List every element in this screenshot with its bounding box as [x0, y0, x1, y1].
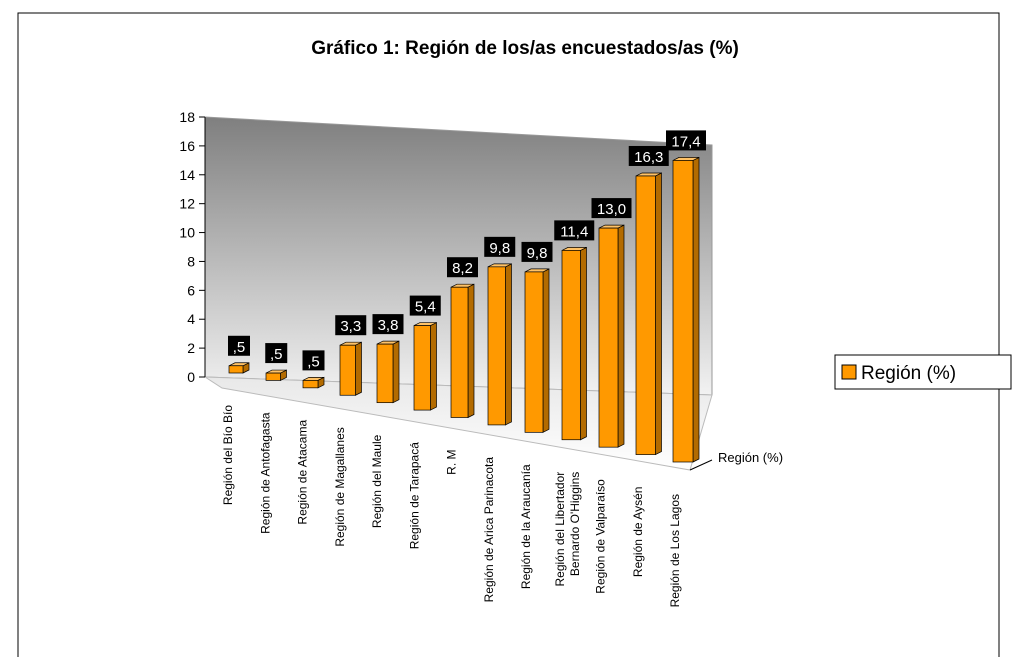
y-tick-label: 4 [187, 311, 195, 327]
data-label-bg [666, 130, 706, 151]
x-tick-label: Región de Arica Parinacota [482, 457, 496, 603]
x-tick-label: Región de Tarapacá [407, 442, 421, 550]
legend-swatch [841, 364, 857, 380]
bar-side [617, 224, 625, 448]
data-label-bg [521, 241, 553, 262]
data-label: 9,8 [489, 240, 510, 257]
x-tick-label: R. M [445, 450, 459, 475]
data-label: 5,4 [415, 299, 436, 316]
data-label: 8,2 [452, 260, 473, 277]
x-tick-label: Región del Maule [370, 434, 384, 528]
x-tick-label: Región de la Araucanía [519, 464, 533, 589]
bar [302, 380, 319, 389]
bar [635, 175, 656, 455]
data-label-bg [335, 315, 367, 336]
data-label-bg [302, 350, 325, 371]
y-tick-label: 0 [187, 369, 195, 385]
y-tick-label: 8 [187, 253, 195, 269]
bar [265, 372, 281, 381]
x-tick-label: Región de Magallanes [333, 427, 347, 546]
bar-side [392, 340, 400, 404]
x-tick-label: Región de Antofagasta [258, 412, 272, 534]
bar-side [430, 322, 437, 411]
data-label: 11,4 [560, 223, 588, 240]
data-label: 13,0 [597, 201, 626, 218]
bar-side [542, 268, 550, 433]
bar-side [692, 156, 700, 463]
data-label: 16,3 [634, 149, 663, 166]
bar [228, 365, 244, 374]
bar-side [655, 172, 662, 456]
data-label-bg [628, 145, 669, 166]
data-label: 17,4 [671, 133, 700, 150]
x-tick-label: Región de Valparaíso [594, 479, 608, 594]
data-label-bg [591, 198, 632, 219]
depth-axis-tick [689, 459, 713, 471]
data-label: ,5 [307, 353, 320, 370]
x-tick-label: Región del Bío Bío [221, 405, 235, 505]
data-label: 9,8 [527, 245, 548, 262]
bar-side [467, 283, 475, 419]
data-label-bg [484, 236, 516, 257]
bar [413, 325, 431, 411]
data-label-bg [409, 295, 441, 316]
bar [487, 266, 506, 426]
bar [376, 343, 394, 404]
bar-side [505, 263, 512, 426]
legend-label: Región (%) [861, 363, 956, 384]
y-tick-label: 6 [187, 282, 195, 298]
x-tick-label: Región del LibertadorBernardo O'Higgins [553, 472, 582, 587]
y-tick-label: 2 [187, 340, 195, 356]
legend [834, 354, 1012, 390]
data-label: ,5 [270, 346, 283, 363]
bar [561, 250, 581, 441]
x-tick-label: Región de Aysén [631, 487, 645, 578]
data-label: 3,3 [340, 318, 361, 335]
bar-side [355, 341, 362, 396]
x-tick-label: Región de Atacama [296, 420, 310, 525]
data-label-bg [265, 343, 288, 364]
bar-side [580, 246, 587, 441]
depth-axis-label: Región (%) [718, 450, 783, 465]
x-tick-label: Región de Los Lagos [668, 494, 682, 607]
bar [524, 271, 544, 433]
y-tick-label: 16 [179, 138, 195, 154]
data-label: 3,8 [378, 317, 399, 334]
data-label-bg [372, 314, 404, 335]
y-tick-label: 10 [179, 225, 195, 241]
y-tick-label: 14 [179, 167, 195, 183]
data-label-bg [554, 220, 595, 241]
data-label-bg [228, 335, 250, 356]
chart-title: Gráfico 1: Región de los/as encuestados/… [311, 38, 739, 59]
data-label: ,5 [233, 339, 246, 356]
y-tick-label: 12 [179, 196, 195, 212]
y-tick-label: 18 [179, 109, 195, 125]
bar [339, 344, 356, 396]
bar [450, 286, 469, 418]
bar [598, 227, 619, 448]
data-label-bg [447, 257, 478, 278]
bar [672, 160, 694, 463]
